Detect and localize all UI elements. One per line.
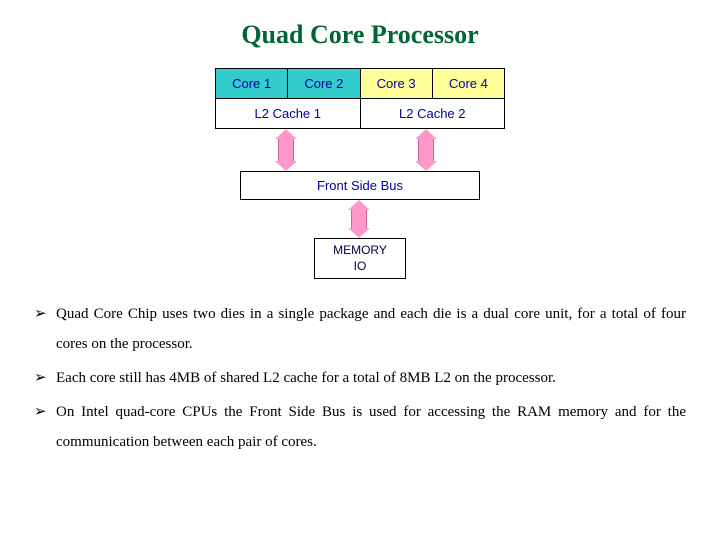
page-title: Quad Core Processor [30,20,690,50]
front-side-bus: Front Side Bus [240,171,480,200]
bullet-mark-icon: ➢ [34,397,56,457]
lower-arrow-row [215,200,505,238]
list-item: ➢ Each core still has 4MB of shared L2 c… [34,363,686,393]
arrow-cache2-fsb [415,129,437,171]
l2-cache-1: L2 Cache 1 [216,99,361,128]
list-item: ➢ On Intel quad-core CPUs the Front Side… [34,397,686,457]
core-2: Core 2 [288,69,360,98]
upper-arrows [215,129,505,171]
cache-row: L2 Cache 1 L2 Cache 2 [215,99,505,129]
arrow-fsb-memory [348,200,370,238]
bullet-text: On Intel quad-core CPUs the Front Side B… [56,397,686,457]
bullet-list: ➢ Quad Core Chip uses two dies in a sing… [30,299,690,457]
core-4: Core 4 [433,69,504,98]
memory-io-box: MEMORY IO [314,238,406,279]
memory-label: MEMORY [315,243,405,259]
bullet-text: Quad Core Chip uses two dies in a single… [56,299,686,359]
list-item: ➢ Quad Core Chip uses two dies in a sing… [34,299,686,359]
core-row: Core 1 Core 2 Core 3 Core 4 [215,68,505,99]
core-3: Core 3 [361,69,433,98]
processor-diagram: Core 1 Core 2 Core 3 Core 4 L2 Cache 1 L… [215,68,505,279]
l2-cache-2: L2 Cache 2 [361,99,505,128]
bullet-mark-icon: ➢ [34,299,56,359]
bullet-text: Each core still has 4MB of shared L2 cac… [56,363,686,393]
bullet-mark-icon: ➢ [34,363,56,393]
arrow-cache1-fsb [275,129,297,171]
io-label: IO [315,259,405,275]
core-1: Core 1 [216,69,288,98]
